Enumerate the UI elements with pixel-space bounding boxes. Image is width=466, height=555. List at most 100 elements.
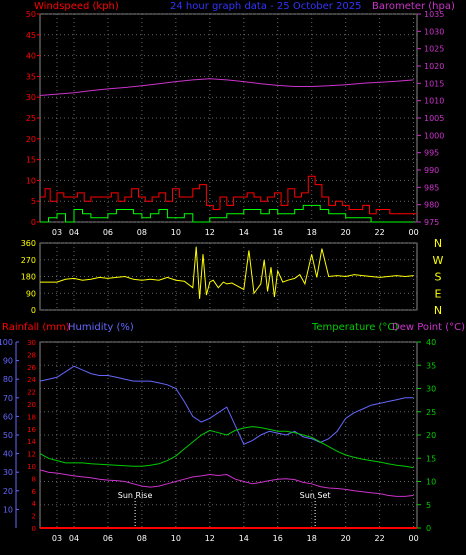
humidity-tick-label: 100 (0, 338, 13, 347)
windspeed-tick-label: 40 (26, 52, 36, 61)
time-tick-label: 10 (171, 534, 181, 543)
temperature-tick-label: 0 (426, 524, 431, 533)
compass-label: E (435, 287, 442, 300)
barometer-tick-label: 1000 (424, 131, 444, 140)
sun-annotations: Sun Rise Sun Set (118, 491, 331, 528)
rainfall-tick-label: 24 (27, 376, 36, 384)
humidity-tick-label: 50 (3, 431, 13, 440)
time-tick-label: 16 (273, 534, 283, 543)
rainfall-tick-label: 4 (32, 500, 37, 508)
rainfall-tick-label: 16 (27, 426, 36, 434)
barometer-tick-label: 1035 (424, 10, 444, 19)
rainfall-tick-label: 22 (27, 389, 36, 397)
humidity-tick-label: 90 (3, 357, 13, 366)
humidity-tick-label: 30 (3, 468, 13, 477)
direction-tick-label: 360 (21, 239, 36, 248)
rainfall-tick-label: 0 (32, 525, 36, 533)
time-tick-label: 06 (103, 534, 113, 543)
humidity-axis-label: Humidity (%) (68, 322, 134, 333)
rainfall-tick-label: 26 (27, 364, 36, 372)
barometer-tick-label: 980 (424, 201, 439, 210)
windspeed-tick-label: 20 (26, 135, 36, 144)
direction-degree-axis: 0 90 180 270 360 (21, 239, 36, 315)
windspeed-tick-label: 5 (31, 197, 36, 206)
time-tick-label: 08 (137, 534, 147, 543)
gust-line (40, 175, 417, 215)
barometer-tick-label: 1010 (424, 97, 444, 106)
time-tick-label: 04 (69, 228, 79, 237)
windspeed-tick-label: 35 (26, 72, 36, 81)
wind-direction-series (40, 246, 414, 299)
sun-annotation-label: Sun Rise (118, 491, 153, 500)
humidity-tick-label: 10 (3, 505, 13, 514)
temperature-tick-label: 40 (426, 338, 436, 347)
direction-tick-label: 0 (31, 306, 36, 315)
direction-tick-label: 90 (26, 289, 36, 298)
rainfall-tick-label: 6 (32, 488, 37, 496)
rain-humidity-grid (40, 341, 417, 529)
time-tick-label: 06 (103, 228, 113, 237)
time-tick-label: 03 (52, 534, 62, 543)
temperature-tick-label: 20 (426, 431, 436, 440)
barometer-axis-label: Barometer (hpa) (372, 1, 455, 12)
windspeed-tick-label: 0 (31, 218, 36, 227)
humidity-tick-label: 40 (3, 450, 13, 459)
windspeed-axis-label: Windspeed (kph) (34, 1, 119, 12)
barometer-tick-label: 985 (424, 183, 439, 192)
humidity-line (39, 365, 414, 445)
sun-annotation-label: Sun Set (300, 491, 331, 500)
temperature-axis: 0 5 10 15 20 25 30 35 40 (417, 338, 436, 533)
barometer-tick-label: 990 (424, 166, 439, 175)
temperature-tick-label: 35 (426, 361, 436, 370)
time-tick-label: 18 (307, 534, 317, 543)
compass-label: N (434, 237, 442, 250)
temperature-tick-label: 15 (426, 454, 436, 463)
time-tick-label: 22 (375, 228, 385, 237)
rainfall-tick-label: 14 (27, 438, 36, 446)
time-tick-label: 20 (341, 228, 351, 237)
humidity-tick-label: 60 (3, 412, 13, 421)
windspeed-tick-label: 30 (26, 93, 36, 102)
time-tick-label: 14 (239, 228, 249, 237)
time-tick-label: 12 (205, 228, 215, 237)
time-tick-label: 03 (52, 228, 62, 237)
humidity-tick-label: 80 (3, 375, 13, 384)
barometer-tick-label: 975 (424, 218, 439, 227)
rainfall-tick-label: 30 (27, 339, 36, 347)
time-tick-label: 12 (205, 534, 215, 543)
rain-time-axis: 03 04 06 08 10 12 14 16 18 20 22 00 (52, 534, 419, 543)
rainfall-axis-label: Rainfall (mm) (2, 322, 70, 333)
time-tick-label: 16 (273, 228, 283, 237)
rainfall-tick-label: 18 (27, 413, 36, 421)
time-tick-label: 04 (69, 534, 79, 543)
windspeed-tick-label: 15 (26, 156, 36, 165)
windspeed-tick-label: 10 (26, 176, 36, 185)
temperature-axis-label: Temperature (°C) (311, 322, 398, 333)
average-wind-line (40, 204, 414, 223)
barometer-axis: 975 980 985 990 995 1000 1005 1010 1015 1020 1025 1… (417, 10, 444, 227)
temperature-tick-label: 25 (426, 408, 436, 417)
wind-barometer-grid (40, 13, 417, 223)
time-tick-label: 00 (409, 228, 419, 237)
wind-direction-grid (40, 242, 417, 311)
compass-label: W (433, 254, 444, 267)
windspeed-tick-label: 50 (26, 10, 36, 19)
wind-direction-line (40, 246, 414, 299)
rainfall-tick-label: 20 (27, 401, 36, 409)
rainfall-tick-label: 2 (32, 513, 36, 521)
wind-time-axis: 03 04 06 08 10 12 14 16 18 20 22 00 (52, 228, 419, 237)
direction-tick-label: 180 (21, 273, 36, 282)
windspeed-tick-label: 25 (26, 114, 36, 123)
rainfall-tick-label: 10 (27, 463, 36, 471)
temperature-line (39, 426, 414, 469)
wind-barometer-series (39, 78, 417, 223)
direction-tick-label: 270 (21, 256, 36, 265)
rainfall-tick-label: 28 (27, 351, 36, 359)
dewpoint-axis-label: Dew Point (°C) (392, 322, 465, 333)
